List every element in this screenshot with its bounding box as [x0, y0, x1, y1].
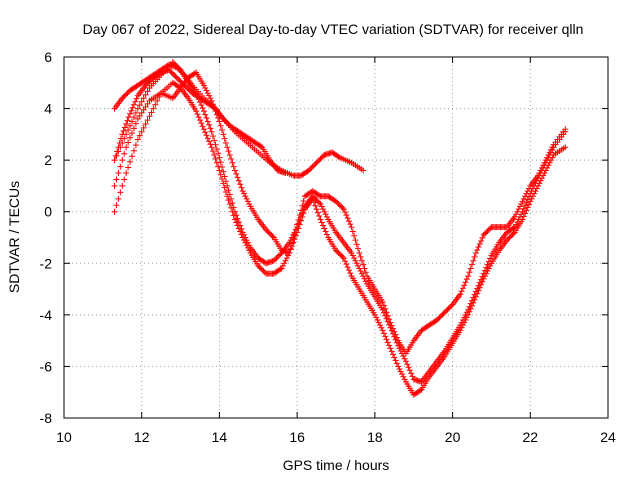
- series-track-c: [111, 69, 569, 357]
- series-track-e: [111, 59, 569, 385]
- x-tick-label: 14: [212, 429, 228, 445]
- x-tick-label: 18: [367, 429, 383, 445]
- plus-marker-path: [111, 59, 569, 385]
- y-tick-label: -6: [40, 358, 53, 374]
- y-tick-label: -2: [40, 255, 53, 271]
- chart-title: Day 067 of 2022, Sidereal Day-to-day VTE…: [83, 21, 584, 37]
- y-tick-label: 0: [44, 204, 52, 220]
- data-markers: [111, 59, 569, 398]
- plus-marker-path: [111, 69, 569, 357]
- plot-frame: [63, 56, 609, 419]
- y-tick-label: 4: [44, 101, 52, 117]
- y-tick-label: 2: [44, 152, 52, 168]
- grid-lines: [64, 57, 608, 418]
- x-tick-label: 22: [522, 429, 538, 445]
- y-axis-label: SDTVAR / TECUs: [6, 181, 22, 293]
- x-tick-label: 12: [134, 429, 150, 445]
- y-tick-label: 6: [44, 49, 52, 65]
- y-tick-label: -8: [40, 410, 53, 426]
- x-tick-label: 16: [289, 429, 305, 445]
- x-tick-label: 24: [600, 429, 616, 445]
- y-tick-label: -4: [40, 307, 53, 323]
- x-tick-label: 10: [56, 429, 72, 445]
- x-axis-label: GPS time / hours: [283, 457, 390, 473]
- x-tick-label: 20: [445, 429, 461, 445]
